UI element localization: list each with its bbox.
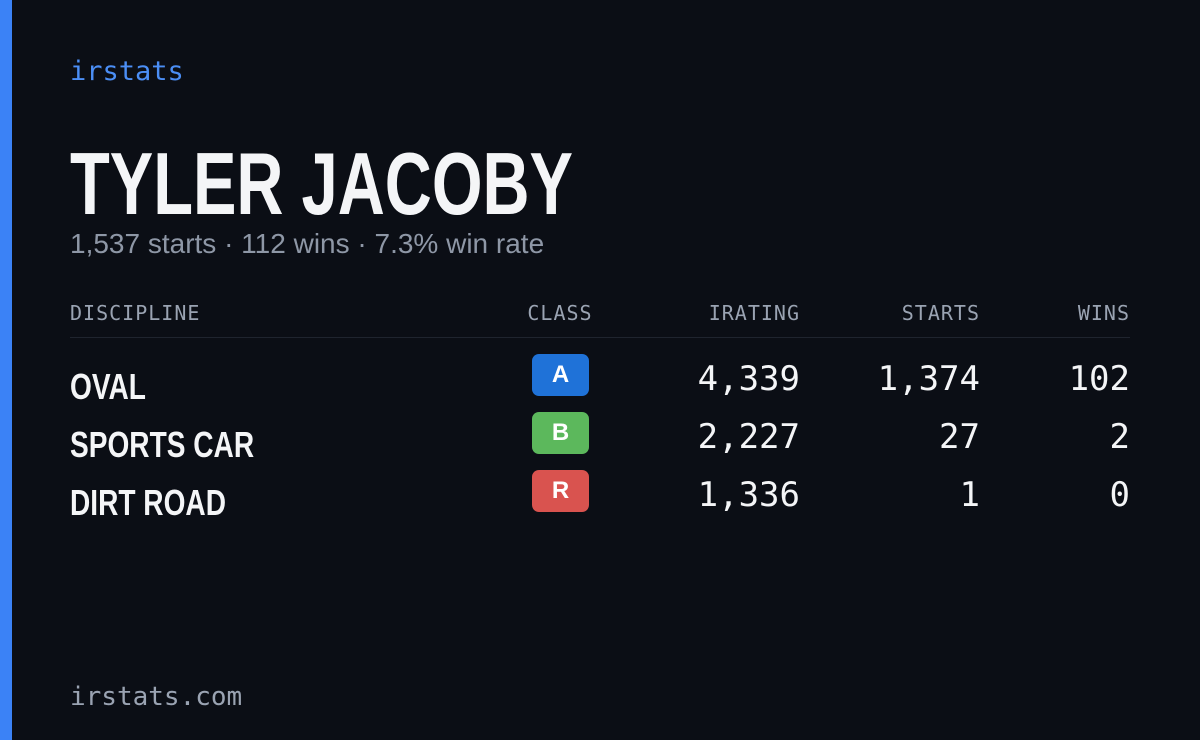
accent-bar <box>0 0 12 740</box>
wins: 2 <box>1109 417 1130 457</box>
driver-name: TYLER JACOBY <box>70 134 573 233</box>
driver-summary: 1,537 starts · 112 wins · 7.3% win rate <box>70 228 545 259</box>
irating: 2,227 <box>697 417 800 457</box>
wins: 102 <box>1068 359 1130 399</box>
discipline: OVAL <box>70 366 146 407</box>
starts: 1 <box>959 475 980 515</box>
brand: irstats <box>70 56 184 87</box>
discipline: SPORTS CAR <box>70 424 255 465</box>
column-header: IRATING <box>708 301 800 325</box>
column-header: CLASS <box>527 301 593 325</box>
irating: 1,336 <box>697 475 800 515</box>
wins: 0 <box>1109 475 1130 515</box>
class-badge: B <box>532 412 589 454</box>
irating: 4,339 <box>697 359 800 399</box>
column-header: WINS <box>1077 301 1130 325</box>
starts: 27 <box>939 417 980 457</box>
class-badge: R <box>532 470 589 512</box>
discipline: DIRT ROAD <box>70 482 226 523</box>
footer: irstats.com <box>70 682 243 712</box>
column-header: STARTS <box>901 301 980 325</box>
class-badge: A <box>532 354 589 396</box>
header-rule <box>70 337 1130 338</box>
starts: 1,374 <box>877 359 980 399</box>
column-header: DISCIPLINE <box>70 301 201 325</box>
